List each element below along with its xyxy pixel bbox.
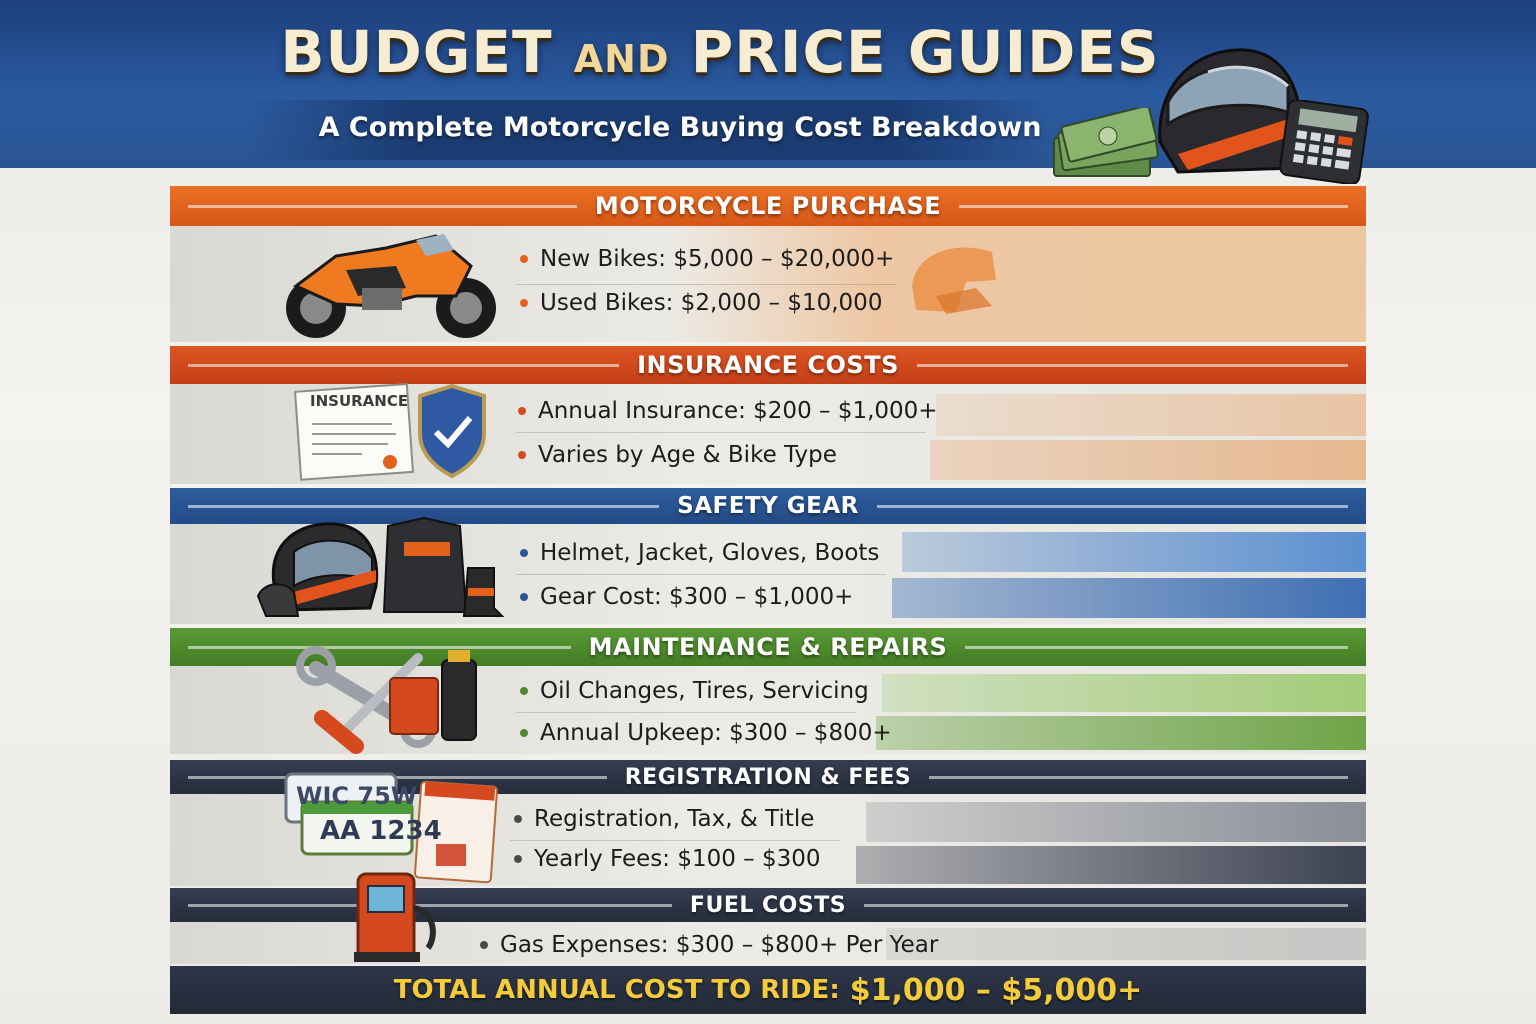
- bullet-icon: [518, 451, 526, 459]
- tools-icon: [296, 646, 477, 754]
- bullet-icon: [520, 255, 528, 263]
- decorative-stripes: [666, 226, 1366, 342]
- money-icon: [1053, 108, 1159, 177]
- list-item: Yearly Fees: $100 – $300: [514, 846, 821, 872]
- section-title: MOTORCYCLE PURCHASE: [594, 192, 942, 220]
- bullet-icon: [520, 729, 528, 737]
- bullet-icon: [480, 941, 488, 949]
- decorative-stripe: [902, 532, 1366, 572]
- decorative-stripe: [866, 802, 1366, 842]
- divider: [516, 284, 896, 285]
- list-item: Used Bikes: $2,000 – $10,000: [520, 290, 882, 316]
- divider: [510, 840, 840, 841]
- bullet-icon: [514, 855, 522, 863]
- bullet-icon: [520, 549, 528, 557]
- total-amount: $1,000 – $5,000+: [849, 972, 1143, 1008]
- motorcycle-icon: [286, 234, 496, 338]
- section-title: INSURANCE COSTS: [637, 351, 899, 379]
- fuel-pump-icon: [354, 872, 436, 962]
- item-text: Yearly Fees: $100 – $300: [534, 846, 821, 872]
- page-title: BUDGET AND PRICE GUIDES: [0, 18, 1440, 86]
- list-item: Oil Changes, Tires, Servicing: [520, 678, 869, 704]
- decorative-stripe: [876, 716, 1366, 750]
- decorative-stripe: [882, 674, 1366, 712]
- bullet-icon: [520, 687, 528, 695]
- bullet-icon: [520, 593, 528, 601]
- list-item: Annual Upkeep: $300 – $800+: [520, 720, 892, 746]
- list-item: Helmet, Jacket, Gloves, Boots: [520, 540, 879, 566]
- insurance-label: INSURANCE: [310, 392, 409, 410]
- page-subtitle: A Complete Motorcycle Buying Cost Breakd…: [318, 112, 1042, 143]
- list-item: Gear Cost: $300 – $1,000+: [520, 584, 853, 610]
- total-label: TOTAL ANNUAL COST TO RIDE:: [393, 975, 840, 1005]
- item-text: Gear Cost: $300 – $1,000+: [540, 584, 854, 610]
- item-text: Oil Changes, Tires, Servicing: [540, 678, 869, 704]
- item-text: Annual Upkeep: $300 – $800+: [540, 720, 892, 746]
- title-budget: BUDGET: [280, 18, 553, 86]
- section-registration-fees: REGISTRATION & FEES WIC 75W AA 1234 Regi…: [170, 760, 1366, 886]
- section-motorcycle-purchase: MOTORCYCLE PURCHASE New Bikes: $5,000 – …: [170, 186, 1366, 342]
- total-annual-cost-bar: TOTAL ANNUAL COST TO RIDE: $1,000 – $5,0…: [170, 966, 1366, 1014]
- list-item: New Bikes: $5,000 – $20,000+: [520, 246, 894, 272]
- calculator-icon: [1279, 100, 1369, 184]
- speed-helmet-icon: [912, 247, 996, 314]
- header-banner: BUDGET AND PRICE GUIDES A Complete Motor…: [0, 0, 1536, 184]
- section-maintenance-repairs: MAINTENANCE & REPAIRS Oil Changes, Tires…: [170, 628, 1366, 754]
- item-text: Registration, Tax, & Title: [534, 806, 815, 832]
- list-item: Registration, Tax, & Title: [514, 806, 814, 832]
- decorative-stripe: [892, 578, 1366, 618]
- item-text: Helmet, Jacket, Gloves, Boots: [540, 540, 880, 566]
- decorative-stripe: [936, 394, 1366, 436]
- list-item: Gas Expenses: $300 – $800+ Per Year: [480, 932, 938, 958]
- item-text: Gas Expenses: $300 – $800+ Per Year: [500, 932, 939, 958]
- item-text: New Bikes: $5,000 – $20,000+: [540, 246, 895, 272]
- section-title: FUEL COSTS: [689, 892, 847, 918]
- section-body: [170, 226, 1366, 342]
- title-price-guides: PRICE GUIDES: [690, 18, 1160, 86]
- section-safety-gear: SAFETY GEAR Helmet, Jacket, Gloves, Boot…: [170, 488, 1366, 624]
- section-insurance-costs: INSURANCE COSTS INSURANCE Annual Insuran…: [170, 346, 1366, 484]
- bullet-icon: [520, 299, 528, 307]
- section-title: REGISTRATION & FEES: [624, 764, 912, 790]
- list-item: Annual Insurance: $200 – $1,000+: [518, 398, 938, 424]
- license-plates-icon: [284, 772, 498, 884]
- safety-gear-icon: [256, 516, 504, 617]
- item-text: Annual Insurance: $200 – $1,000+: [538, 398, 938, 424]
- list-item: Varies by Age & Bike Type: [518, 442, 837, 468]
- section-title: SAFETY GEAR: [677, 493, 859, 519]
- decorative-stripe: [930, 440, 1366, 480]
- bullet-icon: [518, 407, 526, 415]
- section-header: MAINTENANCE & REPAIRS: [170, 628, 1366, 666]
- section-header: INSURANCE COSTS: [170, 346, 1366, 384]
- divider: [516, 574, 886, 575]
- item-text: Used Bikes: $2,000 – $10,000: [540, 290, 883, 316]
- section-header: MOTORCYCLE PURCHASE: [170, 186, 1366, 226]
- section-header: SAFETY GEAR: [170, 488, 1366, 524]
- divider: [516, 712, 856, 713]
- decorative-stripe: [886, 928, 1366, 960]
- helmet-icon: [1158, 48, 1303, 174]
- section-fuel-costs: FUEL COSTS Gas Expenses: $300 – $800+ Pe…: [170, 872, 1366, 964]
- title-and: AND: [573, 37, 670, 81]
- section-title: MAINTENANCE & REPAIRS: [588, 633, 948, 661]
- subtitle-band: [250, 100, 1050, 160]
- item-text: Varies by Age & Bike Type: [538, 442, 837, 468]
- decorative-stripe: [856, 846, 1366, 884]
- plate-text-2: AA 1234: [320, 816, 442, 846]
- insurance-document-icon: [293, 382, 486, 481]
- bullet-icon: [514, 815, 522, 823]
- divider: [516, 432, 926, 433]
- plate-text-1: WIC 75W: [296, 782, 418, 810]
